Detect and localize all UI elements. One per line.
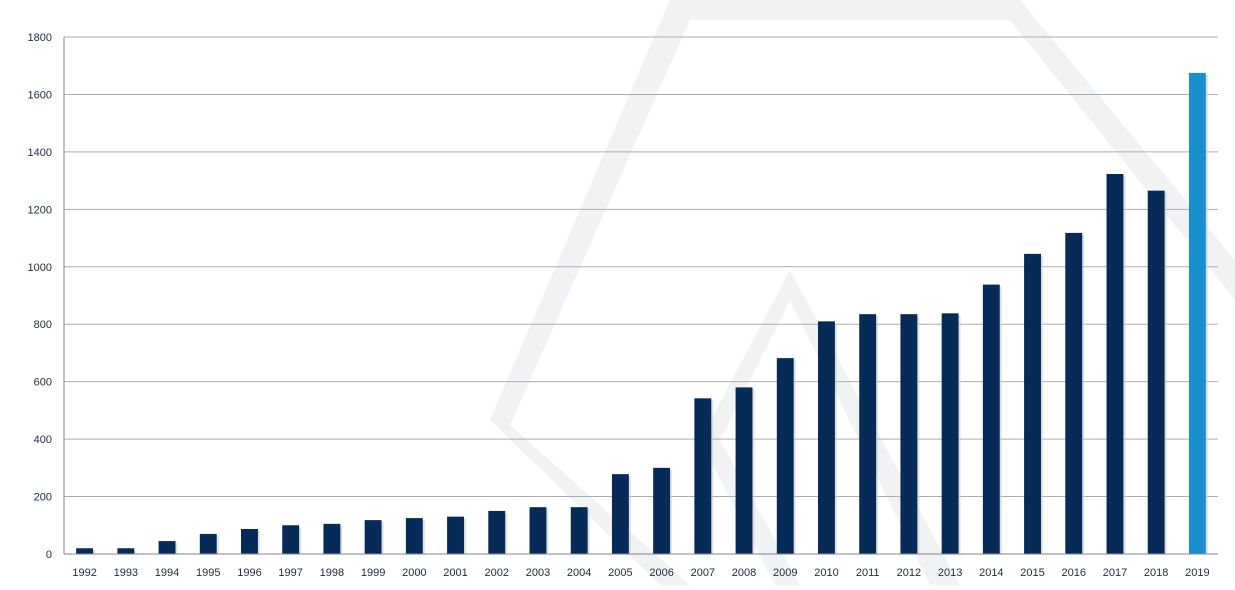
bar-2017	[1106, 174, 1124, 554]
y-tick-label: 800	[34, 319, 52, 331]
x-tick-label: 2014	[979, 567, 1003, 579]
x-tick-label: 2011	[856, 567, 880, 579]
x-tick-label: 1999	[361, 567, 385, 579]
bar-2008	[735, 387, 753, 554]
x-tick-label: 2016	[1062, 567, 1086, 579]
x-tick-label: 2007	[691, 567, 715, 579]
bar-1995	[199, 533, 217, 554]
x-tick-label: 1996	[237, 567, 261, 579]
x-tick-label: 2013	[938, 567, 962, 579]
x-tick-label: 2005	[608, 567, 632, 579]
bar-2006	[653, 467, 671, 554]
x-tick-label: 2018	[1144, 567, 1168, 579]
bar-2007	[694, 398, 712, 554]
watermark-logo	[490, 0, 1235, 585]
bar-1997	[282, 525, 300, 554]
x-tick-label: 2008	[732, 567, 756, 579]
x-tick-label: 1993	[114, 567, 138, 579]
bar-2013	[941, 313, 959, 554]
bar-2005	[611, 474, 629, 554]
x-tick-label: 1995	[196, 567, 220, 579]
x-tick-label: 1994	[155, 567, 179, 579]
bar-2018	[1147, 190, 1165, 555]
bar-2003	[529, 507, 547, 554]
x-tick-label: 2003	[526, 567, 550, 579]
x-tick-label: 2017	[1103, 567, 1127, 579]
y-tick-labels: 0 200 400 600 800 1000 1200 1400 1600 1800	[28, 32, 52, 561]
bar-1993	[117, 548, 135, 554]
x-tick-label: 2006	[649, 567, 673, 579]
bar-1998	[323, 523, 341, 554]
bar-1996	[241, 529, 258, 554]
bar-2002	[488, 510, 506, 554]
bar-2015	[1024, 253, 1041, 554]
bar-1994	[158, 541, 176, 554]
x-tick-label: 2015	[1020, 567, 1044, 579]
y-tick-label: 1200	[28, 204, 52, 216]
x-tick-label: 2009	[773, 567, 797, 579]
x-tick-label: 2004	[567, 567, 591, 579]
x-tick-label: 2010	[814, 567, 838, 579]
bar-2000	[405, 518, 423, 554]
bars	[76, 72, 1208, 555]
x-tick-label: 1998	[320, 567, 344, 579]
axes	[63, 37, 1218, 555]
y-tick-label: 200	[34, 492, 52, 504]
bar-2011	[859, 314, 877, 554]
y-tick-label: 1600	[28, 89, 52, 101]
y-tick-label: 1400	[28, 147, 52, 159]
bar-2010	[818, 321, 835, 554]
bar-1992	[76, 548, 94, 554]
x-tick-label: 2001	[443, 567, 467, 579]
y-tick-label: 1800	[28, 32, 52, 44]
y-tick-label: 400	[34, 434, 52, 446]
bar-2001	[447, 516, 464, 554]
bar-1999	[364, 520, 382, 554]
bar-2012	[900, 314, 918, 554]
y-tick-label: 0	[46, 549, 52, 561]
bar-2016	[1065, 232, 1083, 554]
x-tick-label: 2000	[402, 567, 426, 579]
x-tick-label: 2002	[485, 567, 509, 579]
x-tick-label: 2012	[897, 567, 921, 579]
x-tick-labels: 1992 1993 1994 1995 1996 1997 1998 1999 2000 2001…	[72, 567, 1209, 579]
bar-2009	[776, 358, 794, 554]
bar-2014	[982, 284, 1000, 554]
watermark-shape-inner	[700, 270, 960, 585]
y-tick-label: 600	[34, 377, 52, 389]
bar-2004	[570, 507, 588, 554]
x-tick-label: 2019	[1185, 567, 1209, 579]
bar-2019	[1188, 72, 1206, 555]
y-tick-label: 1000	[28, 262, 52, 274]
x-tick-label: 1992	[72, 567, 96, 579]
x-tick-label: 1997	[278, 567, 302, 579]
